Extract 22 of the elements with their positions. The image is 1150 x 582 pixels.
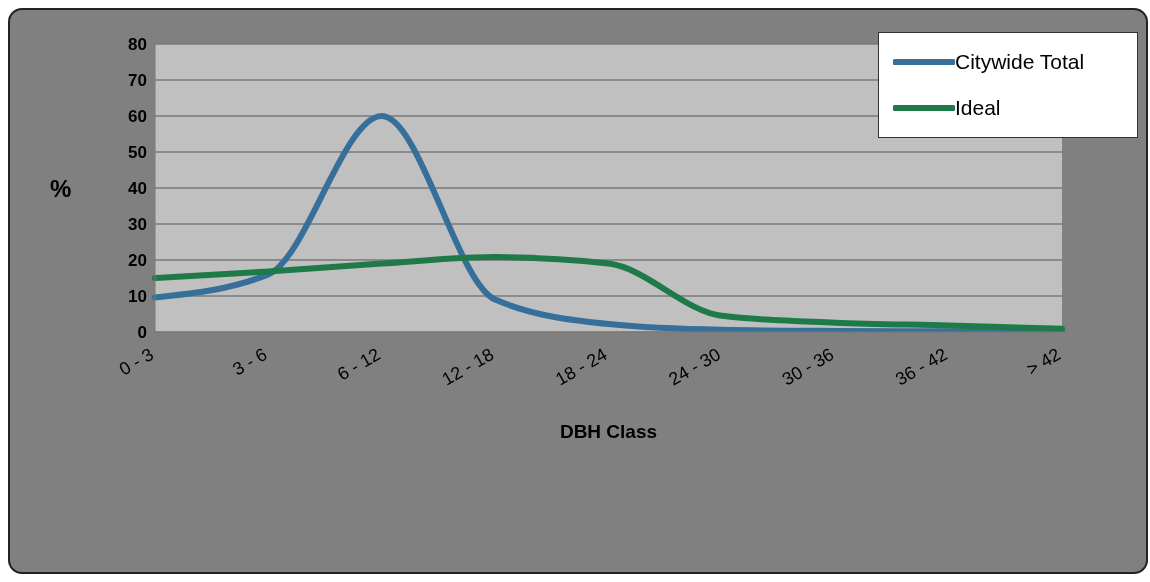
x-axis-title: DBH Class bbox=[559, 421, 658, 442]
x-tick-label: 24 - 30 bbox=[665, 344, 724, 390]
y-tick-label: 70 bbox=[128, 71, 147, 91]
y-tick-label: 30 bbox=[128, 215, 147, 235]
y-tick-label: 80 bbox=[128, 35, 147, 55]
x-tick-label: 18 - 24 bbox=[551, 344, 611, 390]
y-tick-label: 10 bbox=[128, 287, 147, 307]
y-tick-label: 40 bbox=[128, 179, 147, 199]
y-tick-label: 50 bbox=[128, 143, 147, 163]
legend-label: Citywide Total bbox=[955, 50, 1085, 74]
x-tick-label: 30 - 36 bbox=[778, 344, 838, 390]
x-tick-label: > 42 bbox=[1023, 344, 1064, 380]
legend-label: Ideal bbox=[955, 96, 1001, 120]
y-tick-label: 0 bbox=[137, 323, 147, 343]
x-tick-label: 36 - 42 bbox=[892, 344, 951, 390]
x-tick-label: 6 - 12 bbox=[333, 344, 384, 385]
x-tick-label: 12 - 18 bbox=[438, 344, 498, 390]
x-tick-label: 0 - 3 bbox=[115, 344, 157, 380]
y-tick-label: 20 bbox=[128, 251, 147, 271]
y-axis-title: % bbox=[50, 174, 72, 202]
x-tick-label: 3 - 6 bbox=[229, 344, 271, 380]
y-tick-label: 60 bbox=[128, 107, 147, 127]
